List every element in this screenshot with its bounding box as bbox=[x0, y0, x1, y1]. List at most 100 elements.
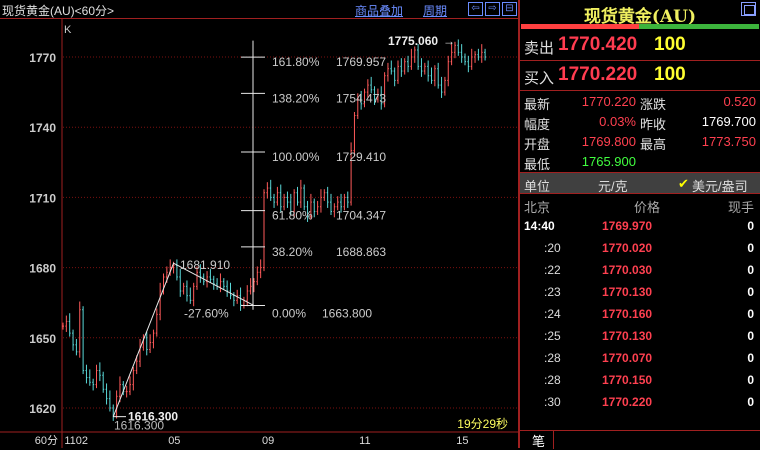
stat-value: 0.03% bbox=[599, 114, 636, 129]
y-tick-label: 1680 bbox=[29, 262, 56, 276]
tick-volume: 0 bbox=[747, 329, 754, 343]
x-tick-label: 09 bbox=[262, 435, 274, 447]
tick-price: 1769.970 bbox=[602, 219, 653, 233]
fib-value-label: 1663.800 bbox=[322, 307, 372, 321]
stat-label: 最新 bbox=[524, 97, 551, 112]
quote-title: 现货黄金(AU) bbox=[583, 7, 697, 27]
candlestick-chart[interactable]: K 1770 1740 1710 1680 1650 1620 60分 1102 05 09 11 15… bbox=[0, 19, 518, 448]
tick-time: :28 bbox=[544, 351, 561, 365]
unit-usd-ounce[interactable]: 美元/盎司 bbox=[692, 179, 748, 194]
x-tick-label: 1102 bbox=[64, 435, 88, 447]
tick-volume: 0 bbox=[747, 373, 754, 387]
tick-row: :28 1770.070 0 bbox=[520, 351, 760, 369]
low-marker-label: 1616.300 bbox=[128, 410, 178, 424]
tick-volume: 0 bbox=[747, 263, 754, 277]
fib-pct-label: 138.20% bbox=[272, 91, 320, 105]
split-view-button[interactable]: ⊟ bbox=[502, 2, 517, 16]
stat-value: 1769.700 bbox=[701, 114, 756, 129]
tick-row: :24 1770.160 0 bbox=[520, 307, 760, 325]
stat-value: 1765.900 bbox=[581, 154, 636, 169]
y-tick-label: 1620 bbox=[29, 402, 56, 416]
tick-row: :25 1770.130 0 bbox=[520, 329, 760, 347]
high-marker-label: 1775.060 bbox=[388, 34, 438, 48]
col-time: 北京 bbox=[524, 200, 551, 215]
y-tick-label: 1650 bbox=[29, 332, 56, 346]
low-label: 1616.300 bbox=[114, 419, 164, 433]
tick-price: 1770.020 bbox=[602, 241, 653, 255]
stat-value: 0.520 bbox=[723, 94, 756, 109]
sell-label: 卖出 bbox=[524, 40, 555, 57]
tick-volume: 0 bbox=[747, 219, 754, 233]
trend-line bbox=[112, 262, 255, 417]
tick-time: 14:40 bbox=[524, 219, 555, 233]
stat-label: 涨跌 bbox=[640, 97, 667, 112]
tick-price: 1770.030 bbox=[602, 263, 653, 277]
y-tick-label: 1770 bbox=[29, 51, 56, 65]
maximize-icon[interactable] bbox=[741, 2, 756, 16]
tick-price: 1770.130 bbox=[602, 329, 653, 343]
tick-time: :24 bbox=[544, 307, 561, 321]
period-link[interactable]: 周期 bbox=[423, 4, 448, 18]
x-tick-label: 15 bbox=[456, 435, 468, 447]
stat-label: 最高 bbox=[640, 137, 667, 152]
buy-sell-ratio-bar bbox=[521, 24, 759, 29]
stat-label: 幅度 bbox=[524, 117, 551, 132]
tick-row: 14:40 1769.970 0 bbox=[520, 219, 760, 237]
divider bbox=[518, 0, 520, 448]
quote-panel: 现货黄金(AU) 卖出 1770.420 100 买入 1770.220 100… bbox=[520, 0, 760, 449]
overlay-link[interactable]: 商品叠加 bbox=[355, 4, 404, 18]
tick-row: :28 1770.150 0 bbox=[520, 373, 760, 391]
tick-volume: 0 bbox=[747, 307, 754, 321]
x-tick-label: 05 bbox=[168, 435, 180, 447]
scroll-right-button[interactable]: ⇨ bbox=[485, 2, 500, 16]
stat-value: 1769.800 bbox=[581, 134, 636, 149]
buy-volume: 100 bbox=[654, 64, 686, 85]
fib-pct-label: 61.80% bbox=[272, 209, 313, 223]
col-volume: 现手 bbox=[727, 200, 754, 215]
tick-header: 北京 价格 现手 bbox=[520, 197, 760, 215]
tick-row: :30 1770.220 0 bbox=[520, 395, 760, 413]
fib-pct-label: 100.00% bbox=[272, 150, 320, 164]
fib-pct-label: 0.00% bbox=[272, 307, 306, 321]
tick-volume: 0 bbox=[747, 285, 754, 299]
tick-price: 1770.160 bbox=[602, 307, 653, 321]
tick-time: :22 bbox=[544, 263, 561, 277]
stat-label: 昨收 bbox=[640, 117, 667, 132]
check-icon: ✔ bbox=[678, 176, 689, 191]
fib-pct-label: 38.20% bbox=[272, 245, 313, 259]
tick-time: :25 bbox=[544, 329, 561, 343]
buy-row: 买入 1770.220 100 bbox=[520, 61, 760, 91]
tick-price: 1770.070 bbox=[602, 351, 653, 365]
tick-row: :20 1770.020 0 bbox=[520, 241, 760, 259]
tick-time: :30 bbox=[544, 395, 561, 409]
tick-row: :22 1770.030 0 bbox=[520, 263, 760, 281]
tick-row: :23 1770.130 0 bbox=[520, 285, 760, 303]
tick-time: :20 bbox=[544, 241, 561, 255]
period-label: 60分 bbox=[35, 434, 58, 447]
stat-label: 开盘 bbox=[524, 137, 551, 152]
unit-cny-gram[interactable]: 元/克 bbox=[598, 179, 628, 194]
fib-value-label: 1754.473 bbox=[336, 91, 386, 105]
sell-price: 1770.420 bbox=[558, 34, 638, 55]
tab-ticks[interactable]: 笔 bbox=[524, 431, 554, 449]
stat-value: 1770.220 bbox=[581, 94, 636, 109]
fib-value-label: 1769.957 bbox=[336, 55, 386, 69]
high-arrow-icon: → bbox=[443, 34, 455, 48]
tick-time: :28 bbox=[544, 373, 561, 387]
unit-row: 单位 元/克 ✔ 美元/盎司 bbox=[520, 172, 760, 194]
stat-value: 1773.750 bbox=[701, 134, 756, 149]
tick-volume: 0 bbox=[747, 241, 754, 255]
scroll-left-button[interactable]: ⇦ bbox=[468, 2, 483, 16]
chart-header: 现货黄金(AU)<60分> 商品叠加 周期 ⇦ ⇨ ⊟ bbox=[0, 0, 519, 19]
swing-pct-label: -27.60% bbox=[184, 307, 229, 321]
bottom-tabs: 笔 bbox=[520, 430, 760, 449]
sell-row: 卖出 1770.420 100 bbox=[520, 31, 760, 61]
fib-value-label: 1688.863 bbox=[336, 245, 386, 259]
tick-volume: 0 bbox=[747, 351, 754, 365]
chart-type-label: K bbox=[64, 24, 72, 36]
col-price: 价格 bbox=[634, 200, 661, 215]
countdown-label: 19分29秒 bbox=[457, 417, 508, 431]
fib-value-label: 1729.410 bbox=[336, 150, 386, 164]
unit-label: 单位 bbox=[524, 179, 551, 194]
swing-high-label: 1681.910 bbox=[180, 258, 230, 272]
